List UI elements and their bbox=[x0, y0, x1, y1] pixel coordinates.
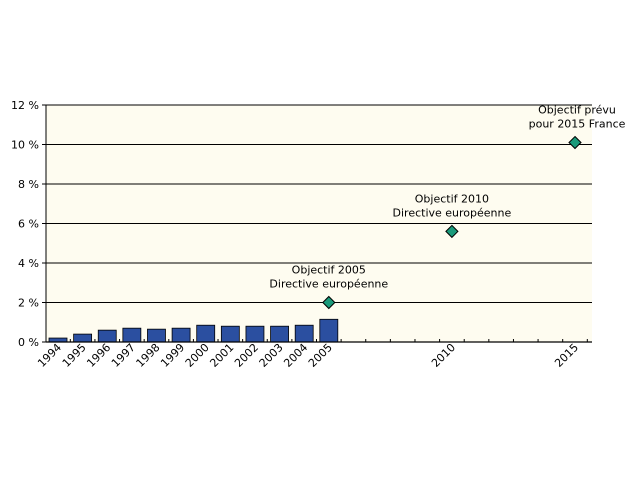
x-tick-label-1998: 1998 bbox=[134, 341, 163, 370]
bar-2002 bbox=[245, 325, 265, 343]
x-tick-label-2010: 2010 bbox=[429, 341, 458, 370]
annotation-2010-line-1: Objectif 2010 bbox=[415, 192, 489, 205]
x-tick-label-2004: 2004 bbox=[281, 341, 310, 370]
y-tick-label-2: 2 % bbox=[18, 297, 39, 310]
bar-1998 bbox=[147, 328, 166, 343]
y-tick-labels: 0 % 2 % 4 % 6 % 8 % 10 % 12 % bbox=[11, 99, 39, 349]
bar-1997 bbox=[122, 327, 142, 343]
annotation-2015-line-1: Objectif prévu bbox=[538, 104, 616, 117]
target-marker-2010 bbox=[445, 224, 459, 239]
bar-1999 bbox=[171, 327, 191, 343]
bar-2000 bbox=[196, 324, 216, 343]
x-tick-label-2001: 2001 bbox=[207, 341, 236, 370]
annotation-2005-line-2: Directive européenne bbox=[269, 278, 388, 291]
x-tick-label-2005: 2005 bbox=[306, 341, 335, 370]
y-tick-label-8: 8 % bbox=[18, 178, 39, 191]
markers bbox=[322, 135, 582, 310]
x-tick-label-2000: 2000 bbox=[183, 341, 212, 370]
target-marker-2015 bbox=[568, 135, 582, 150]
bar-2003 bbox=[270, 325, 289, 343]
bar-1995 bbox=[73, 333, 93, 343]
y-tick-label-10: 10 % bbox=[11, 139, 39, 152]
x-tick-label-2015: 2015 bbox=[552, 341, 581, 370]
x-tick-labels: 1994199519961997199819992000200120022003… bbox=[35, 341, 581, 370]
x-tick-label-1997: 1997 bbox=[109, 341, 138, 370]
bar-2001 bbox=[220, 325, 240, 343]
y-tick-label-4: 4 % bbox=[18, 257, 39, 270]
x-tick-label-1994: 1994 bbox=[35, 341, 64, 370]
y-tick-label-0: 0 % bbox=[18, 336, 39, 349]
annotation-2015-line-2: pour 2015 France bbox=[529, 118, 626, 131]
y-tick-label-12: 12 % bbox=[11, 99, 39, 112]
x-tick-label-1996: 1996 bbox=[84, 341, 113, 370]
grid-lines bbox=[42, 104, 592, 343]
x-tick-label-2002: 2002 bbox=[232, 341, 261, 370]
bar-2005 bbox=[319, 318, 339, 343]
bar-1996 bbox=[97, 329, 117, 343]
bars bbox=[48, 318, 339, 343]
bar-2004 bbox=[294, 324, 314, 343]
annotation-2010-line-2: Directive européenne bbox=[393, 206, 512, 219]
annotation-2005-line-1: Objectif 2005 bbox=[292, 264, 366, 277]
x-tick-label-1995: 1995 bbox=[60, 341, 89, 370]
y-tick-label-6: 6 % bbox=[18, 218, 39, 231]
x-tick-label-1999: 1999 bbox=[158, 341, 187, 370]
x-tick-label-2003: 2003 bbox=[257, 341, 286, 370]
target-marker-2005 bbox=[322, 295, 336, 310]
